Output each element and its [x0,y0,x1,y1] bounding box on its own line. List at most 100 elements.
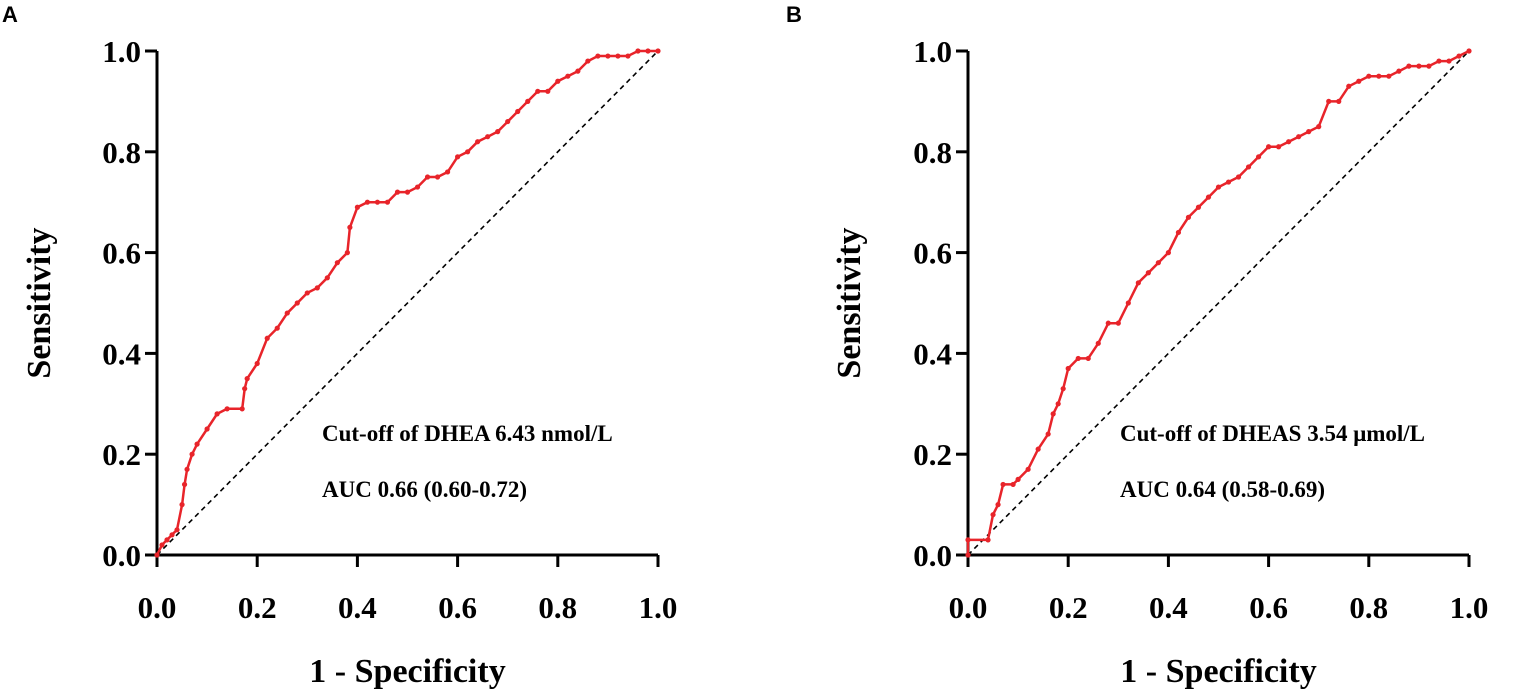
roc-point [1466,48,1472,54]
roc-point [1266,144,1272,150]
roc-point [1316,124,1322,130]
roc-point [374,199,381,205]
roc-curve [155,49,658,556]
roc-point [1276,144,1282,150]
roc-point [364,199,371,205]
roc-point [1426,63,1432,69]
y-axis-title: Sensitivity [831,227,868,378]
x-tick-label: 0.0 [949,590,988,625]
roc-point [515,108,521,115]
roc-point [242,386,248,392]
roc-point [1035,446,1041,452]
roc-point [1225,179,1232,185]
roc-point [1306,129,1312,135]
roc-point [1145,270,1151,276]
x-tick-label: 1.0 [639,590,678,625]
roc-point [1456,53,1462,59]
roc-point [465,149,471,155]
roc-point [1135,280,1141,286]
roc-point [404,189,411,195]
roc-point [965,537,971,543]
x-tick-label: 0.8 [1349,590,1388,625]
x-tick-label: 0.4 [1149,590,1188,625]
y-tick-label: 0.6 [913,236,952,271]
roc-point [495,129,501,135]
roc-point [1446,58,1452,64]
roc-point [344,250,350,256]
y-tick-label: 0.8 [913,135,952,170]
y-tick-label: 0.0 [102,538,141,573]
roc-point [1195,204,1202,210]
x-tick-label: 0.8 [538,590,577,625]
roc-point [254,360,260,367]
roc-point [535,88,541,94]
roc-point [1085,355,1091,362]
roc-point [475,139,481,145]
x-tick-label: 1.0 [1450,590,1489,625]
roc-point [1025,466,1031,472]
roc-point [1175,229,1182,236]
roc-point [1326,98,1332,104]
roc-point [394,189,401,195]
roc-point [995,502,1001,508]
roc-point [1386,73,1392,79]
auc-annotation: AUC 0.64 (0.58-0.69) [1120,477,1325,502]
roc-point [1125,300,1131,306]
roc-point [1245,164,1252,170]
roc-point [424,174,431,180]
roc-point [347,224,353,230]
x-tick-label: 0.2 [238,590,277,625]
roc-point [444,169,451,175]
roc-point [169,532,175,538]
roc-point [414,184,421,190]
roc-point [1356,78,1362,84]
panel-letter: B [786,2,802,27]
y-tick-label: 0.4 [913,336,952,371]
y-tick-label: 0.4 [102,336,141,371]
roc-point [575,68,581,74]
roc-point [294,300,300,306]
roc-point [595,53,601,59]
panel-letter: A [2,2,18,27]
roc-point [605,53,611,59]
roc-point [304,290,310,296]
roc-point [224,406,230,412]
roc-point [615,53,621,59]
roc-point [1165,250,1171,256]
roc-point [485,134,491,140]
x-axis-title: 1 - Specificity [309,653,505,690]
reference-diagonal [967,50,1470,556]
roc-point [204,426,210,432]
roc-point [1155,260,1161,266]
roc-point [314,285,320,291]
roc-point [1045,431,1051,437]
roc-point [179,502,185,508]
roc-point [334,260,340,266]
roc-point [1235,174,1242,180]
roc-point [284,310,290,316]
roc-point [214,411,220,417]
cutoff-annotation: Cut-off of DHEA 6.43 nmol/L [322,421,613,446]
roc-point [1010,481,1016,488]
roc-point [965,552,971,558]
roc-point [1015,476,1021,482]
reference-diagonal [156,50,659,556]
roc-point [655,48,661,54]
roc-point [625,53,631,59]
roc-point [1436,58,1442,64]
panel-b: B 0.0 0.2 0.4 0.6 0.8 1.0 0.0 0.2 0.4 0.6 0.8 1.0 1 -… [786,2,1488,690]
roc-point [985,537,991,543]
x-tick-label: 0.6 [438,590,477,625]
roc-point [184,466,190,472]
y-tick-label: 0.0 [913,538,952,573]
y-tick-label: 0.2 [102,437,141,472]
roc-point [174,527,180,533]
roc-point [645,48,651,54]
roc-point [1286,139,1292,145]
roc-point [384,199,391,205]
roc-point [1416,63,1422,69]
roc-point [1105,320,1111,326]
roc-point [505,118,511,125]
x-tick-label: 0.4 [338,590,377,625]
roc-point [1366,73,1372,79]
